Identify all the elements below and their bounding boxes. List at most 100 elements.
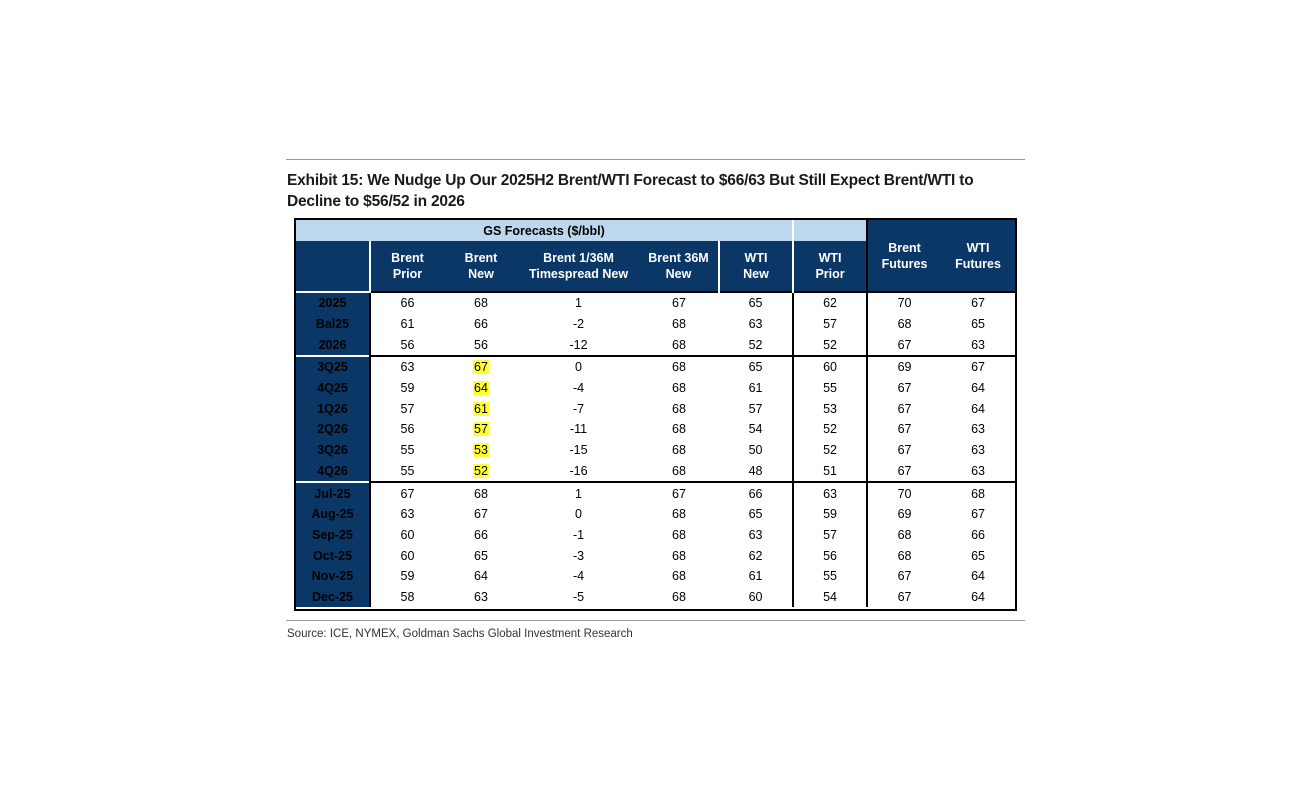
forecast-table: GS Forecasts ($/bbl) Brent Futures WTI Fut… bbox=[296, 220, 1016, 608]
table-cell: 52 bbox=[792, 419, 868, 440]
table-cell: 66 bbox=[474, 317, 488, 332]
table-cell: 52 bbox=[444, 461, 518, 483]
top-rule bbox=[286, 159, 1025, 160]
table-cell: 67 bbox=[866, 398, 942, 420]
table-cell: 67 bbox=[866, 460, 942, 483]
table-cell: 63 bbox=[971, 463, 985, 478]
table-cell: 65 bbox=[971, 317, 985, 332]
table-cell: -3 bbox=[572, 548, 585, 563]
table-cell: 68 bbox=[672, 589, 686, 604]
table-cell: -4 bbox=[572, 569, 585, 584]
table-cell: 57 bbox=[444, 419, 518, 440]
table-cell: 66 bbox=[474, 527, 488, 542]
table-cell: 68 bbox=[672, 337, 686, 352]
table-cell: 64 bbox=[971, 381, 985, 396]
table-cell: 65 bbox=[474, 548, 488, 563]
col-header-wti-prior: WTI Prior bbox=[792, 241, 868, 292]
table-cell: 60 bbox=[792, 355, 868, 378]
col-header-brent-new: Brent New bbox=[444, 241, 518, 292]
table-cell: 60 bbox=[369, 545, 444, 566]
highlighted-value: 64 bbox=[473, 381, 489, 396]
table-cell: 61 bbox=[748, 569, 763, 584]
table-cell: 52 bbox=[792, 439, 868, 461]
table-cell: 67 bbox=[474, 507, 488, 522]
table-cell: 66 bbox=[369, 291, 444, 314]
table-cell: 67 bbox=[639, 291, 719, 314]
table-body: 2025 66 68 1 67 65 62 70 67 Bal25 61 66 -2 68 63 57 68 65… bbox=[296, 291, 1016, 608]
highlighted-value: 67 bbox=[473, 360, 489, 375]
table-cell: -5 bbox=[572, 589, 585, 604]
table-cell: 57 bbox=[369, 398, 444, 420]
table-cell: 68 bbox=[444, 481, 518, 504]
col-header-wti-futures: WTI Futures bbox=[941, 220, 1016, 292]
table-cell: 65 bbox=[719, 355, 794, 378]
table-cell: 61 bbox=[748, 381, 763, 396]
table-cell: 64 bbox=[474, 569, 488, 584]
group-header-row: GS Forecasts ($/bbl) Brent Futures WTI Fut… bbox=[296, 220, 1016, 292]
col-header-timespread: Brent 1/36M Timespread New bbox=[518, 241, 639, 292]
table-cell: 65 bbox=[748, 507, 763, 522]
table-cell: 67 bbox=[866, 439, 942, 461]
column-header-row: Brent Prior Brent New Brent 1/36M Timesprea… bbox=[296, 241, 1015, 292]
table-cell: 67 bbox=[971, 507, 985, 522]
table-cell: 57 bbox=[792, 313, 868, 335]
table-cell: 68 bbox=[672, 422, 686, 437]
table-cell: 67 bbox=[639, 481, 719, 504]
table-cell: 58 bbox=[369, 586, 444, 608]
table-row: Sep-25 60 66 -1 68 63 57 68 66 bbox=[296, 524, 1015, 546]
table-cell: 68 bbox=[672, 463, 686, 478]
table-cell: 64 bbox=[444, 378, 518, 399]
table-cell: 59 bbox=[792, 503, 868, 525]
table-cell: -1 bbox=[572, 527, 585, 542]
table-cell: 68 bbox=[672, 548, 686, 563]
table-cell: 57 bbox=[792, 524, 868, 546]
table-cell: 63 bbox=[369, 355, 444, 378]
table-cell: -15 bbox=[569, 443, 588, 458]
table-cell: 67 bbox=[866, 586, 942, 608]
table-cell: 65 bbox=[719, 291, 794, 314]
row-label: Oct-25 bbox=[296, 545, 370, 566]
table-cell: 62 bbox=[748, 548, 763, 563]
col-header-wti-new: WTI New bbox=[717, 241, 794, 292]
highlighted-value: 53 bbox=[473, 443, 489, 458]
table-cell: 67 bbox=[369, 481, 444, 504]
table-cell: 55 bbox=[369, 439, 444, 461]
table-row: 4Q26 55 52 -16 68 48 51 67 63 bbox=[296, 460, 1015, 483]
table-cell: 63 bbox=[971, 443, 985, 458]
table-cell: 64 bbox=[971, 401, 985, 416]
table-cell: 68 bbox=[866, 313, 942, 335]
table-cell: 51 bbox=[792, 460, 868, 483]
table-cell: 1 bbox=[518, 481, 639, 504]
bottom-rule bbox=[286, 620, 1025, 621]
table-cell: 67 bbox=[866, 565, 942, 587]
table-cell: 66 bbox=[719, 481, 794, 504]
row-label: 4Q26 bbox=[296, 460, 370, 483]
table-cell: -2 bbox=[572, 317, 585, 332]
table-cell: -4 bbox=[572, 381, 585, 396]
table-cell: 54 bbox=[792, 586, 868, 608]
table-cell: 53 bbox=[444, 440, 518, 461]
table-cell: 56 bbox=[474, 337, 488, 352]
highlighted-value: 52 bbox=[473, 463, 489, 478]
table-cell: 66 bbox=[971, 527, 985, 542]
row-label: Jul-25 bbox=[296, 481, 370, 504]
highlighted-value: 57 bbox=[473, 422, 489, 437]
row-label: 2026 bbox=[296, 334, 370, 357]
row-label: Aug-25 bbox=[296, 503, 370, 525]
table-cell: 55 bbox=[792, 565, 868, 587]
table-cell: 63 bbox=[748, 527, 763, 542]
table-row: 1Q26 57 61 -7 68 57 53 67 64 bbox=[296, 398, 1015, 420]
table-cell: 0 bbox=[575, 507, 582, 522]
table-cell: 63 bbox=[792, 481, 868, 504]
table-cell: 54 bbox=[748, 422, 763, 437]
forecast-table-frame: GS Forecasts ($/bbl) Brent Futures WTI Fut… bbox=[294, 218, 1017, 611]
table-cell: 68 bbox=[639, 355, 719, 378]
table-cell: 68 bbox=[672, 569, 686, 584]
table-cell: 63 bbox=[369, 503, 444, 525]
group-header-gs-forecasts: GS Forecasts ($/bbl) bbox=[296, 220, 794, 241]
table-cell: 55 bbox=[369, 460, 444, 483]
table-row: Oct-25 60 65 -3 68 62 56 68 65 bbox=[296, 545, 1015, 566]
row-label: Dec-25 bbox=[296, 586, 370, 608]
table-cell: -12 bbox=[569, 337, 588, 352]
table-row: 2026 56 56 -12 68 52 52 67 63 bbox=[296, 334, 1015, 357]
